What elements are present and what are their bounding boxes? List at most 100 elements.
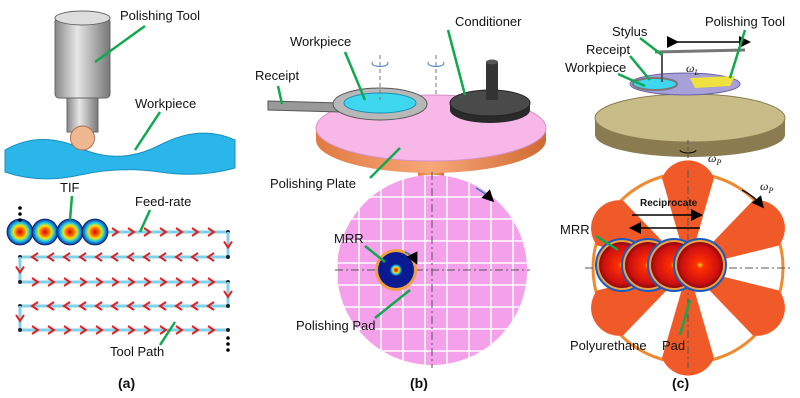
leader bbox=[595, 234, 619, 252]
feed-arrow bbox=[15, 265, 25, 275]
feed-arrow bbox=[95, 325, 104, 335]
label: TIF bbox=[60, 180, 80, 195]
workpiece bbox=[632, 77, 678, 91]
rotation bbox=[427, 61, 445, 67]
feed-arrow bbox=[79, 325, 88, 335]
rotation bbox=[679, 149, 697, 154]
leader bbox=[138, 209, 152, 233]
feed-arrow bbox=[174, 252, 183, 262]
label: MRR bbox=[334, 231, 364, 246]
feed-arrow bbox=[206, 301, 215, 311]
label: Polishing Tool bbox=[120, 8, 200, 23]
symbol: ω bbox=[760, 179, 768, 193]
caption: (b) bbox=[410, 375, 428, 391]
ellipsis-dot bbox=[18, 206, 22, 210]
leader bbox=[639, 37, 663, 56]
feed-arrow bbox=[94, 252, 103, 262]
feed-arrow bbox=[78, 252, 87, 262]
leader bbox=[68, 195, 74, 221]
leader bbox=[364, 245, 386, 263]
feed-arrow bbox=[190, 301, 199, 311]
feed-arrow bbox=[207, 325, 216, 335]
feed-arrow bbox=[143, 277, 152, 287]
feed-arrow bbox=[191, 277, 200, 287]
tif-spot bbox=[31, 218, 59, 246]
feed-arrow bbox=[126, 301, 135, 311]
ellipsis-dot bbox=[226, 348, 230, 352]
feed-arrow bbox=[142, 301, 151, 311]
label: Receipt bbox=[586, 42, 630, 57]
feed-arrow bbox=[31, 277, 40, 287]
mrr-core bbox=[390, 264, 402, 276]
workpiece-disc bbox=[343, 92, 417, 114]
feed-arrow bbox=[30, 301, 39, 311]
leader bbox=[629, 55, 651, 81]
leader bbox=[374, 289, 411, 319]
feed-arrow bbox=[62, 301, 71, 311]
feed-arrow bbox=[30, 252, 39, 262]
leader bbox=[158, 321, 177, 346]
rotation bbox=[741, 189, 764, 209]
tool-pad bbox=[690, 76, 735, 88]
feed-arrow bbox=[142, 252, 151, 262]
receipt-handle bbox=[267, 100, 341, 113]
label: Conditioner bbox=[455, 14, 522, 29]
subscript: L bbox=[693, 68, 699, 77]
conditioner-knob bbox=[486, 62, 498, 100]
feed-arrow bbox=[110, 301, 119, 311]
feed-arrow bbox=[47, 325, 56, 335]
plate-top bbox=[594, 93, 786, 143]
feed-arrow bbox=[62, 252, 71, 262]
path-node bbox=[226, 304, 230, 308]
feed-arrow bbox=[127, 277, 136, 287]
mrr-spot bbox=[677, 242, 723, 288]
leader bbox=[678, 299, 692, 336]
leader bbox=[276, 85, 284, 105]
knob-top bbox=[486, 59, 498, 65]
label: Polishing Tool bbox=[705, 14, 785, 29]
feed-arrow bbox=[158, 252, 167, 262]
tif-spot bbox=[56, 218, 84, 246]
ellipsis-dot bbox=[226, 342, 230, 346]
label: Polyurethane bbox=[570, 338, 647, 353]
ellipsis-dot bbox=[226, 336, 230, 340]
feed-arrow bbox=[143, 325, 152, 335]
feed-arrow bbox=[126, 252, 135, 262]
feed-arrow bbox=[15, 314, 25, 323]
feed-arrow bbox=[110, 252, 119, 262]
feed-arrow bbox=[159, 325, 168, 335]
panel-a: Polishing Tool Workpiece TIF Feed-rate T… bbox=[4, 8, 236, 391]
omega-label: ωP bbox=[760, 179, 773, 195]
stylus-arm bbox=[654, 48, 746, 54]
feed-arrow bbox=[223, 290, 233, 299]
tif-spot bbox=[6, 218, 34, 246]
tool-path bbox=[6, 206, 233, 352]
feed-arrow bbox=[46, 301, 55, 311]
panel-b: Workpiece Conditioner Receipt Polishing … bbox=[255, 14, 547, 391]
path-node bbox=[226, 328, 230, 332]
feed-arrow bbox=[127, 325, 136, 335]
subscript: P bbox=[767, 186, 773, 195]
subscript: P bbox=[715, 158, 721, 167]
omega-label: ωL bbox=[686, 61, 699, 77]
leader bbox=[728, 29, 747, 79]
label: Polishing Pad bbox=[296, 318, 376, 333]
feed-arrow bbox=[159, 227, 168, 237]
feed-arrow bbox=[175, 277, 184, 287]
leader bbox=[369, 147, 401, 179]
feed-arrow bbox=[111, 277, 120, 287]
feed-arrow bbox=[94, 301, 103, 311]
mrr-spots bbox=[595, 238, 727, 292]
feed-arrow bbox=[207, 277, 216, 287]
leader bbox=[94, 24, 146, 64]
label: Feed-rate bbox=[135, 194, 191, 209]
omega-label: ωP bbox=[708, 151, 721, 167]
tool-tip bbox=[70, 125, 95, 151]
feed-arrow bbox=[47, 277, 56, 287]
feed-arrow bbox=[143, 227, 152, 237]
feed-arrow bbox=[158, 301, 167, 311]
panel-c: ωP ωL Stylus Polishing Tool Receipt Work… bbox=[560, 14, 790, 391]
ellipsis-dot bbox=[18, 218, 22, 222]
feed-arrow bbox=[191, 325, 200, 335]
